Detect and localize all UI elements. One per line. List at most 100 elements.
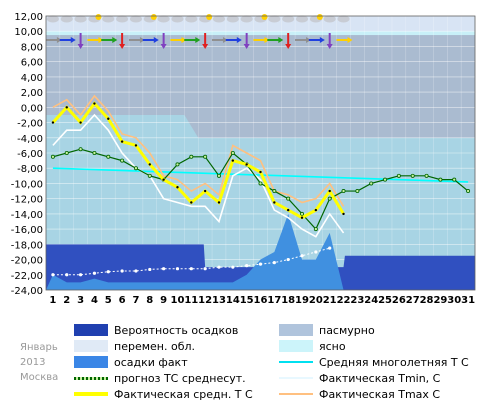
legend-item: Фактическая средн. Т С	[74, 386, 253, 402]
cloud-icon	[157, 15, 170, 23]
legend-item: Фактическая Tmin, С	[279, 370, 440, 386]
x-tick-label: 5	[105, 295, 112, 306]
snow-depth-point	[258, 262, 263, 266]
x-tick-label: 21	[323, 295, 337, 306]
x-tick-label: 30	[447, 295, 461, 306]
legend-item: осадки факт	[74, 354, 188, 370]
forecast-point	[466, 189, 471, 194]
actual-mean-point	[286, 208, 290, 212]
wind-arrowhead-icon	[139, 37, 145, 43]
actual-mean-point	[342, 212, 345, 216]
snow-depth-point	[217, 265, 221, 269]
series-precip-actual	[46, 213, 344, 290]
snow-depth-point	[231, 265, 235, 269]
wind-arrowhead-icon	[56, 37, 62, 43]
legend-swatch	[279, 356, 313, 368]
cloud-icon	[74, 15, 87, 23]
wind-arrowhead-icon	[77, 44, 84, 49]
legend-label: прогноз ТС среднесут.	[114, 371, 246, 385]
legend-item: прогноз ТС среднесут.	[74, 370, 246, 386]
x-tick-label: 9	[160, 295, 167, 306]
x-tick-label: 28	[420, 295, 434, 306]
wind-arrowhead-icon	[119, 44, 126, 49]
x-tick-label: 17	[267, 295, 281, 306]
actual-mean-point	[300, 216, 304, 219]
forecast-point	[355, 189, 360, 194]
actual-mean-point	[259, 170, 262, 174]
forecast-point	[327, 196, 332, 201]
legend-swatch	[279, 340, 313, 352]
snow-depth-point	[189, 267, 193, 271]
series-tmin	[52, 113, 345, 238]
legend-item: ясно	[279, 338, 346, 354]
y-tick-label: -2,00	[17, 119, 43, 130]
snow-depth-point	[314, 250, 318, 254]
x-tick-label: 24	[364, 295, 378, 306]
wind-arrowhead-icon	[319, 37, 325, 43]
x-tick-label: 20	[309, 295, 323, 306]
sun-icon	[95, 14, 102, 20]
cloud-icon	[296, 15, 309, 23]
snow-depth-point	[120, 269, 124, 273]
cloud-icon	[129, 15, 142, 23]
wind-arrowhead-icon	[70, 37, 76, 43]
forecast-point	[133, 166, 138, 171]
snow-depth-point	[286, 257, 290, 262]
forecast-point	[369, 181, 374, 186]
snow-depth-point	[78, 273, 83, 277]
forecast-point	[92, 150, 97, 155]
x-tick-label: 27	[406, 295, 420, 306]
x-tick-label: 10	[171, 295, 185, 306]
snow-depth-point	[134, 269, 138, 273]
snow-depth-point	[162, 267, 166, 271]
y-tick-label: -12,00	[11, 195, 43, 206]
y-tick-label: 10,00	[14, 27, 43, 38]
snow-depth-point	[272, 261, 276, 265]
y-tick-label: 2,00	[21, 88, 43, 99]
actual-mean-point	[148, 163, 151, 166]
actual-mean-point	[190, 201, 193, 204]
x-tick-label: 19	[295, 295, 309, 306]
x-tick-label: 26	[392, 295, 406, 306]
x-tick-label: 29	[433, 295, 447, 306]
actual-mean-point	[93, 102, 96, 105]
forecast-point	[410, 173, 415, 178]
y-tick-label: -16,00	[11, 225, 43, 236]
snow-depth-point	[65, 273, 69, 277]
x-tick-label: 16	[254, 295, 268, 306]
cloud-icon	[116, 15, 129, 23]
cloud-icon	[171, 15, 184, 23]
legend-label: ясно	[319, 339, 346, 353]
y-tick-label: 6,00	[21, 58, 43, 69]
x-tick-label: 15	[240, 295, 254, 306]
wind-arrowhead-icon	[98, 37, 104, 43]
x-tick-label: 4	[91, 295, 98, 306]
legend-label: Фактическая Tmax С	[319, 387, 441, 401]
wind-arrowhead-icon	[326, 44, 333, 49]
y-tick-label: 12,00	[14, 12, 43, 23]
wind-arrowhead-icon	[347, 37, 353, 43]
y-tick-label: 8,00	[21, 42, 43, 53]
legend-swatch	[279, 388, 313, 400]
y-tick-label: 4,00	[21, 73, 43, 84]
wind-arrowhead-icon	[160, 44, 167, 49]
wind-arrowhead-icon	[153, 37, 159, 43]
forecast-point	[147, 173, 152, 178]
forecast-point	[452, 177, 457, 182]
forecast-point	[203, 154, 208, 159]
legend-swatch	[74, 388, 108, 400]
snow-depth-point	[106, 270, 110, 274]
legend-swatch	[279, 324, 313, 336]
forecast-point	[396, 173, 401, 178]
actual-mean-point	[245, 163, 248, 166]
legend-item: Средняя многолетняя Т С	[279, 354, 469, 370]
wind-arrowhead-icon	[236, 37, 242, 43]
cloud-icon	[226, 15, 239, 23]
x-tick-label: 31	[461, 295, 475, 306]
actual-mean-point	[79, 121, 82, 124]
y-tick-label: -8,00	[17, 164, 43, 175]
actual-mean-point	[231, 159, 235, 162]
y-tick-label: -6,00	[17, 149, 43, 160]
cloud-icon	[60, 15, 73, 23]
